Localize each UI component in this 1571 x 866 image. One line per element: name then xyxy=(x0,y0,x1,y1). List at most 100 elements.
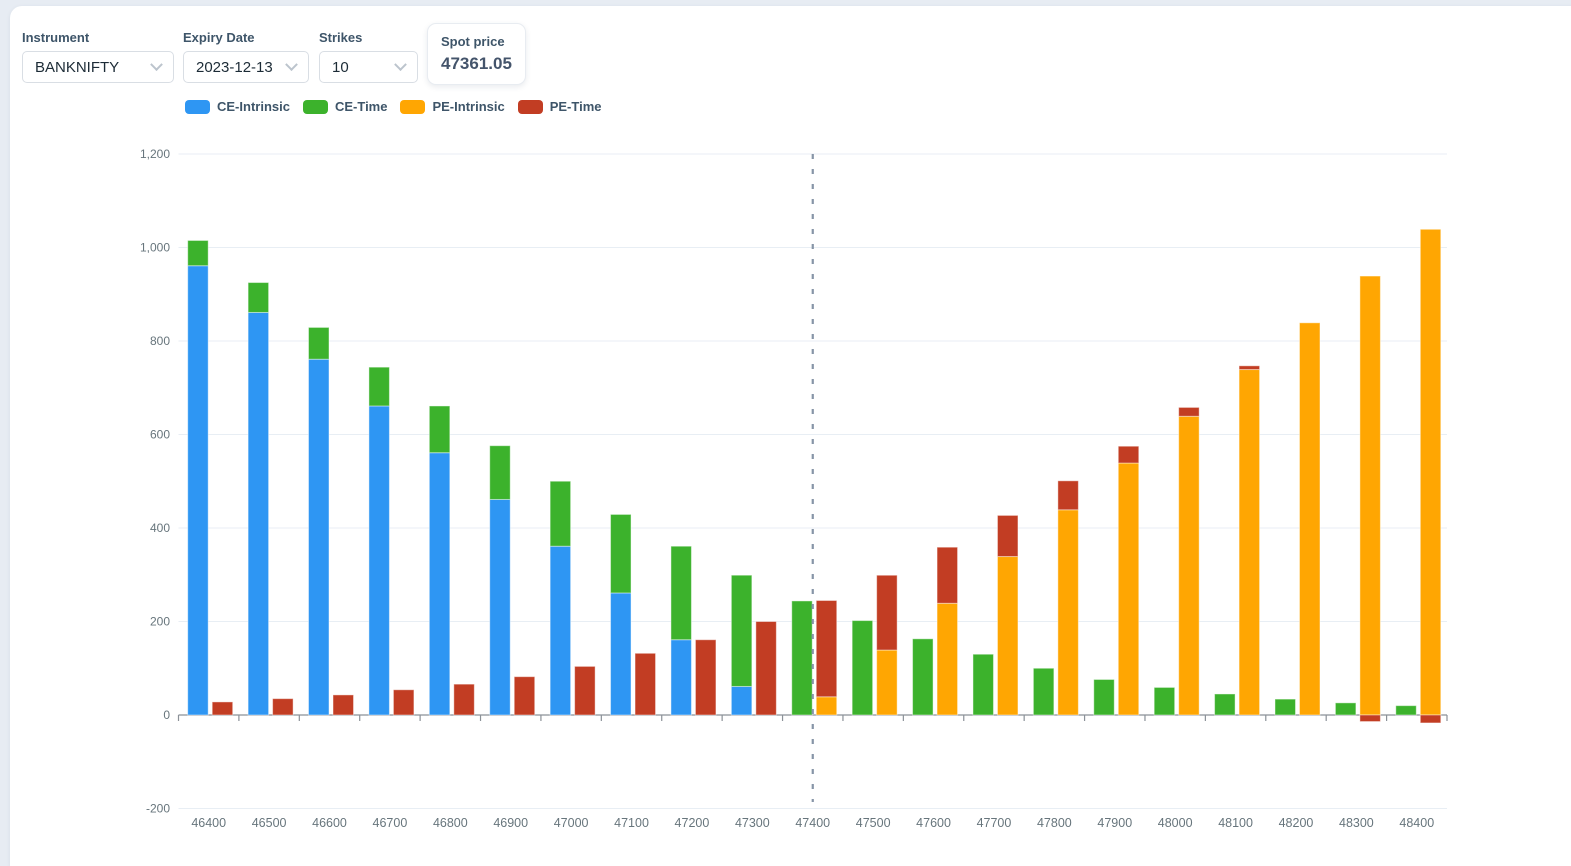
bar-pe-time-46900[interactable] xyxy=(513,676,536,716)
bar-pe-time-46400[interactable] xyxy=(211,701,234,716)
legend-swatch xyxy=(517,99,543,114)
x-axis-tick-label: 47900 xyxy=(1097,816,1132,830)
bar-pe-time-47900[interactable] xyxy=(1117,445,1140,464)
bar-ce-time-47600[interactable] xyxy=(912,638,934,716)
bar-ce-intrinsic-47100[interactable] xyxy=(610,592,632,716)
bar-pe-intrinsic-48200[interactable] xyxy=(1298,322,1321,716)
bar-pe-intrinsic-48400[interactable] xyxy=(1419,228,1442,716)
options-premium-chart[interactable]: -200 0 200 400 600 800 1,000 1,200 46400 46500 466… xyxy=(10,6,1571,857)
bar-pe-intrinsic-48100[interactable] xyxy=(1238,369,1261,716)
bar-ce-time-46900[interactable] xyxy=(489,445,511,500)
x-axis-tick-label: 47300 xyxy=(735,816,770,830)
bar-ce-intrinsic-47000[interactable] xyxy=(549,545,572,716)
bar-pe-time-48000[interactable] xyxy=(1178,406,1200,417)
bar-ce-time-46400[interactable] xyxy=(187,239,209,267)
instrument-value: BANKNIFTY xyxy=(35,58,120,76)
bar-ce-time-47900[interactable] xyxy=(1093,678,1115,716)
bar-pe-intrinsic-47500[interactable] xyxy=(876,649,898,716)
bar-ce-time-47800[interactable] xyxy=(1032,667,1055,716)
bar-pe-time-47600[interactable] xyxy=(936,546,959,604)
bar-pe-time-47300[interactable] xyxy=(755,621,777,716)
strikes-select[interactable]: 10 xyxy=(319,51,418,83)
bar-pe-intrinsic-47600[interactable] xyxy=(936,602,959,716)
bar-ce-time-48200[interactable] xyxy=(1274,698,1296,716)
legend-item-pe-intrinsic[interactable]: PE-Intrinsic xyxy=(400,99,505,114)
bar-pe-intrinsic-47400[interactable] xyxy=(815,696,838,716)
bar-ce-intrinsic-47300[interactable] xyxy=(730,685,753,716)
bar-pe-intrinsic-48300[interactable] xyxy=(1359,275,1381,716)
x-axis-tick-label: 46800 xyxy=(433,816,468,830)
bar-pe-time-47700[interactable] xyxy=(996,514,1019,558)
bar-ce-time-47200[interactable] xyxy=(670,545,692,641)
legend-label: CE-Time xyxy=(334,99,388,114)
bar-pe-time-47100[interactable] xyxy=(634,652,657,716)
x-axis-tick-label: 47800 xyxy=(1037,816,1072,830)
y-axis-tick-label: -200 xyxy=(146,802,170,816)
chart-legend: CE-Intrinsic CE-Time PE-Intrinsic PE-Time xyxy=(185,99,615,114)
y-axis-tick-label: 600 xyxy=(150,428,170,442)
bar-ce-intrinsic-46400[interactable] xyxy=(187,265,209,716)
bar-ce-time-46700[interactable] xyxy=(368,366,390,407)
bar-ce-time-46500[interactable] xyxy=(247,282,270,313)
bar-ce-time-47400[interactable] xyxy=(791,600,813,716)
bar-ce-intrinsic-46800[interactable] xyxy=(428,452,451,716)
instrument-control: Instrument BANKNIFTY xyxy=(22,30,174,83)
bar-ce-time-46800[interactable] xyxy=(428,405,451,454)
x-axis-tick-label: 48300 xyxy=(1339,816,1374,830)
bar-pe-time-47400[interactable] xyxy=(815,599,838,698)
bar-pe-time-47800[interactable] xyxy=(1057,480,1079,511)
bar-pe-time-48400[interactable] xyxy=(1419,714,1442,724)
legend-swatch xyxy=(400,99,426,114)
x-axis-tick-label: 47200 xyxy=(675,816,710,830)
x-axis-tick-label: 48200 xyxy=(1279,816,1314,830)
bar-ce-intrinsic-46700[interactable] xyxy=(368,405,390,716)
y-axis-tick-label: 0 xyxy=(163,708,170,722)
bar-pe-time-47000[interactable] xyxy=(574,665,596,716)
x-axis-tick-label: 47500 xyxy=(856,816,891,830)
bar-pe-time-47500[interactable] xyxy=(876,574,898,651)
legend-label: PE-Intrinsic xyxy=(432,99,505,114)
bar-pe-time-46500[interactable] xyxy=(272,698,294,716)
legend-item-ce-time[interactable]: CE-Time xyxy=(302,99,388,114)
bar-pe-time-46700[interactable] xyxy=(392,689,415,716)
expiry-select[interactable]: 2023-12-13 xyxy=(183,51,309,83)
bar-ce-intrinsic-46900[interactable] xyxy=(489,498,511,716)
x-axis-tick-label: 48100 xyxy=(1218,816,1253,830)
bar-ce-time-47100[interactable] xyxy=(610,513,632,594)
bar-pe-intrinsic-48000[interactable] xyxy=(1178,415,1200,716)
x-axis-tick-label: 47700 xyxy=(977,816,1012,830)
bar-pe-intrinsic-47700[interactable] xyxy=(996,556,1019,716)
bar-pe-time-48300[interactable] xyxy=(1359,714,1381,723)
bar-pe-time-46600[interactable] xyxy=(332,694,355,716)
bar-ce-time-48000[interactable] xyxy=(1153,686,1176,716)
legend-swatch xyxy=(185,99,210,114)
bar-ce-time-48100[interactable] xyxy=(1214,693,1236,716)
expiry-control: Expiry Date 2023-12-13 xyxy=(183,30,309,83)
bar-pe-time-48100[interactable] xyxy=(1238,365,1261,371)
instrument-select[interactable]: BANKNIFTY xyxy=(22,51,174,83)
legend-label: CE-Intrinsic xyxy=(217,99,290,114)
spot-price-card: Spot price 47361.05 xyxy=(427,23,526,85)
bar-ce-intrinsic-47200[interactable] xyxy=(670,639,692,716)
bar-ce-time-47500[interactable] xyxy=(851,620,874,716)
legend-item-ce-intrinsic[interactable]: CE-Intrinsic xyxy=(185,99,290,114)
bar-pe-intrinsic-47800[interactable] xyxy=(1057,509,1079,716)
instrument-label: Instrument xyxy=(22,30,90,45)
bar-pe-intrinsic-47900[interactable] xyxy=(1117,462,1140,716)
legend-item-pe-time[interactable]: PE-Time xyxy=(517,99,602,114)
bar-pe-time-47200[interactable] xyxy=(694,639,717,716)
bar-ce-time-46600[interactable] xyxy=(308,326,330,360)
bar-ce-intrinsic-46600[interactable] xyxy=(308,358,330,716)
bar-ce-time-48300[interactable] xyxy=(1334,702,1357,716)
x-axis-tick-label: 46900 xyxy=(493,816,528,830)
bar-ce-time-47700[interactable] xyxy=(972,653,994,716)
bar-ce-time-48400[interactable] xyxy=(1395,705,1417,716)
y-axis-tick-label: 1,200 xyxy=(140,147,170,161)
bar-ce-time-47300[interactable] xyxy=(730,574,753,687)
bar-ce-time-47000[interactable] xyxy=(549,480,572,547)
expiry-label: Expiry Date xyxy=(183,30,255,45)
x-axis-tick-label: 48000 xyxy=(1158,816,1193,830)
bar-pe-time-46800[interactable] xyxy=(453,683,475,716)
main-card: Instrument BANKNIFTY Expiry Date 2023-12… xyxy=(10,6,1571,866)
bar-ce-intrinsic-46500[interactable] xyxy=(247,311,270,716)
